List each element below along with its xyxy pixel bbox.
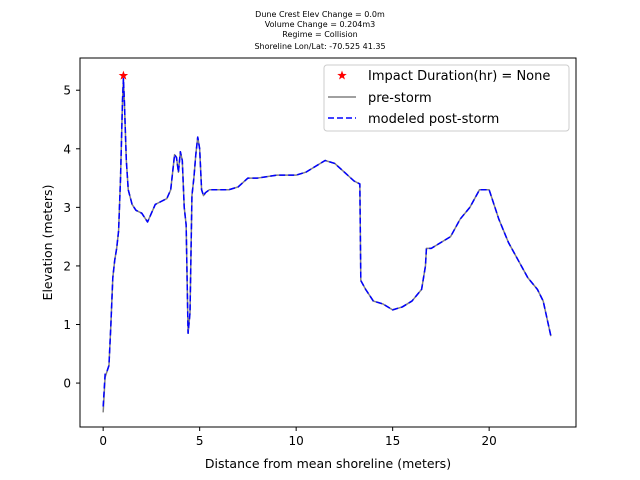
y-tick-label: 5 bbox=[63, 84, 71, 98]
y-axis: 0 1 2 3 4 5 bbox=[63, 84, 80, 391]
y-tick-label: 1 bbox=[63, 318, 71, 332]
title-line-2: Volume Change = 0.204m3 bbox=[265, 20, 376, 29]
series-line-modeled-post-storm bbox=[102, 77, 552, 407]
legend-label-pre-storm: pre-storm bbox=[368, 91, 432, 106]
title-line-4: Shoreline Lon/Lat: -70.525 41.35 bbox=[254, 42, 385, 51]
x-tick-label: 10 bbox=[289, 434, 304, 448]
x-axis-label: Distance from mean shoreline (meters) bbox=[205, 456, 451, 471]
x-axis: 0 5 10 15 20 bbox=[99, 427, 497, 448]
impact-star-marker bbox=[118, 70, 129, 80]
x-tick-label: 20 bbox=[482, 434, 497, 448]
legend-label-post-storm: modeled post-storm bbox=[368, 112, 499, 127]
y-tick-label: 0 bbox=[63, 377, 71, 391]
title-line-3: Regime = Collision bbox=[282, 30, 357, 39]
y-tick-label: 2 bbox=[63, 259, 71, 273]
y-axis-label: Elevation (meters) bbox=[40, 185, 55, 301]
chart-title: Dune Crest Elev Change = 0.0m Volume Cha… bbox=[254, 10, 385, 51]
legend: Impact Duration(hr) = None pre-storm mod… bbox=[323, 64, 570, 132]
x-tick-label: 0 bbox=[99, 434, 107, 448]
x-tick-label: 5 bbox=[196, 434, 204, 448]
series-layer bbox=[102, 77, 552, 413]
plot-frame bbox=[79, 57, 577, 428]
marker-layer bbox=[118, 70, 129, 80]
legend-label-impact: Impact Duration(hr) = None bbox=[368, 69, 550, 84]
y-tick-label: 4 bbox=[63, 142, 71, 156]
x-tick-label: 15 bbox=[385, 434, 400, 448]
y-tick-label: 3 bbox=[63, 201, 71, 215]
legend-box bbox=[323, 64, 570, 132]
title-line-1: Dune Crest Elev Change = 0.0m bbox=[255, 10, 385, 19]
legend-star-marker bbox=[337, 70, 347, 80]
